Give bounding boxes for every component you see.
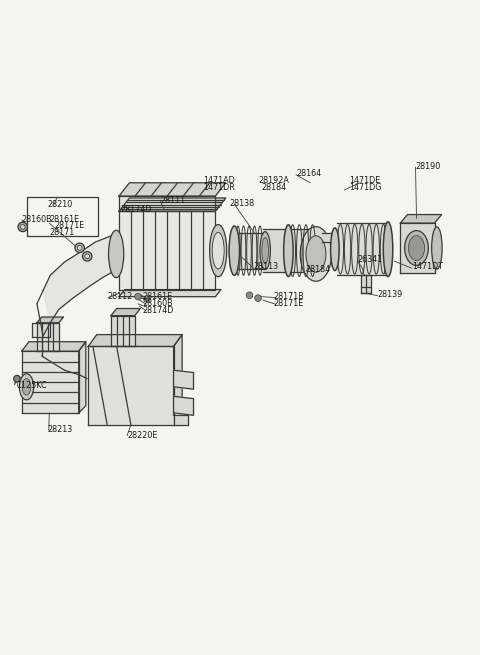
Polygon shape (119, 196, 216, 212)
Polygon shape (119, 212, 216, 290)
Polygon shape (79, 342, 86, 413)
Polygon shape (289, 229, 316, 272)
Polygon shape (43, 233, 117, 323)
Circle shape (83, 252, 92, 261)
Circle shape (85, 254, 90, 259)
Polygon shape (361, 275, 371, 293)
Polygon shape (174, 396, 193, 415)
Polygon shape (400, 223, 434, 273)
Text: 28113: 28113 (253, 262, 278, 271)
Polygon shape (400, 215, 442, 223)
Text: 1471DR: 1471DR (203, 183, 235, 191)
Ellipse shape (284, 225, 293, 276)
Text: 26341: 26341 (358, 255, 383, 264)
Text: 28160B: 28160B (22, 215, 52, 224)
Circle shape (135, 293, 141, 300)
Text: 28220E: 28220E (127, 431, 157, 440)
Text: 28112: 28112 (107, 291, 132, 301)
Polygon shape (37, 323, 59, 351)
Polygon shape (322, 233, 335, 242)
Ellipse shape (260, 232, 270, 270)
Text: 28184: 28184 (305, 265, 331, 274)
Circle shape (18, 222, 27, 232)
Polygon shape (119, 198, 226, 212)
Text: 28138: 28138 (229, 198, 255, 208)
Text: 28174D: 28174D (120, 205, 152, 214)
Ellipse shape (210, 225, 227, 276)
Circle shape (20, 225, 25, 229)
Polygon shape (22, 342, 86, 351)
Polygon shape (119, 290, 221, 297)
Ellipse shape (300, 227, 332, 281)
Ellipse shape (212, 233, 224, 269)
Ellipse shape (405, 231, 428, 265)
Text: 28139: 28139 (378, 290, 403, 299)
Circle shape (144, 295, 150, 303)
Polygon shape (174, 335, 182, 415)
Text: 28190: 28190 (416, 162, 441, 171)
Ellipse shape (19, 374, 34, 400)
Polygon shape (119, 183, 226, 196)
Ellipse shape (408, 236, 424, 261)
Text: 28210: 28210 (48, 200, 73, 209)
Text: 28184: 28184 (261, 183, 287, 191)
Polygon shape (88, 346, 174, 424)
Text: 1471DE: 1471DE (349, 176, 380, 185)
Circle shape (246, 292, 253, 299)
Polygon shape (263, 229, 288, 272)
Polygon shape (37, 317, 63, 323)
Text: 28171E: 28171E (54, 221, 84, 231)
Polygon shape (111, 309, 140, 316)
Text: 28192A: 28192A (258, 176, 289, 185)
Ellipse shape (306, 236, 326, 272)
Polygon shape (174, 370, 193, 389)
Ellipse shape (22, 379, 31, 395)
Ellipse shape (384, 222, 393, 276)
Text: 28161E: 28161E (143, 291, 173, 301)
Circle shape (75, 243, 84, 253)
Ellipse shape (229, 226, 240, 275)
Circle shape (255, 295, 261, 301)
Polygon shape (88, 335, 182, 346)
Circle shape (14, 375, 20, 382)
Polygon shape (174, 415, 188, 424)
Text: 28171: 28171 (49, 228, 74, 236)
Text: 1125KC: 1125KC (16, 381, 47, 390)
Ellipse shape (432, 227, 442, 269)
Text: 1471AD: 1471AD (203, 176, 235, 185)
Ellipse shape (108, 231, 124, 278)
Text: 28213: 28213 (48, 424, 73, 434)
Circle shape (77, 246, 82, 250)
Text: 28171B: 28171B (273, 291, 304, 301)
Text: 28164: 28164 (296, 169, 321, 178)
Text: 28111: 28111 (160, 196, 185, 205)
Text: 28174D: 28174D (143, 306, 174, 315)
Text: 28160B: 28160B (143, 299, 173, 308)
Polygon shape (337, 223, 387, 275)
Text: 1471DT: 1471DT (412, 262, 443, 271)
Polygon shape (22, 351, 79, 413)
Polygon shape (235, 233, 263, 269)
Text: 28161E: 28161E (49, 215, 79, 224)
Ellipse shape (331, 228, 339, 271)
Ellipse shape (262, 238, 268, 264)
Text: 1471DG: 1471DG (349, 183, 382, 191)
Polygon shape (111, 316, 135, 346)
Text: 28171E: 28171E (273, 299, 303, 308)
Polygon shape (32, 323, 50, 337)
